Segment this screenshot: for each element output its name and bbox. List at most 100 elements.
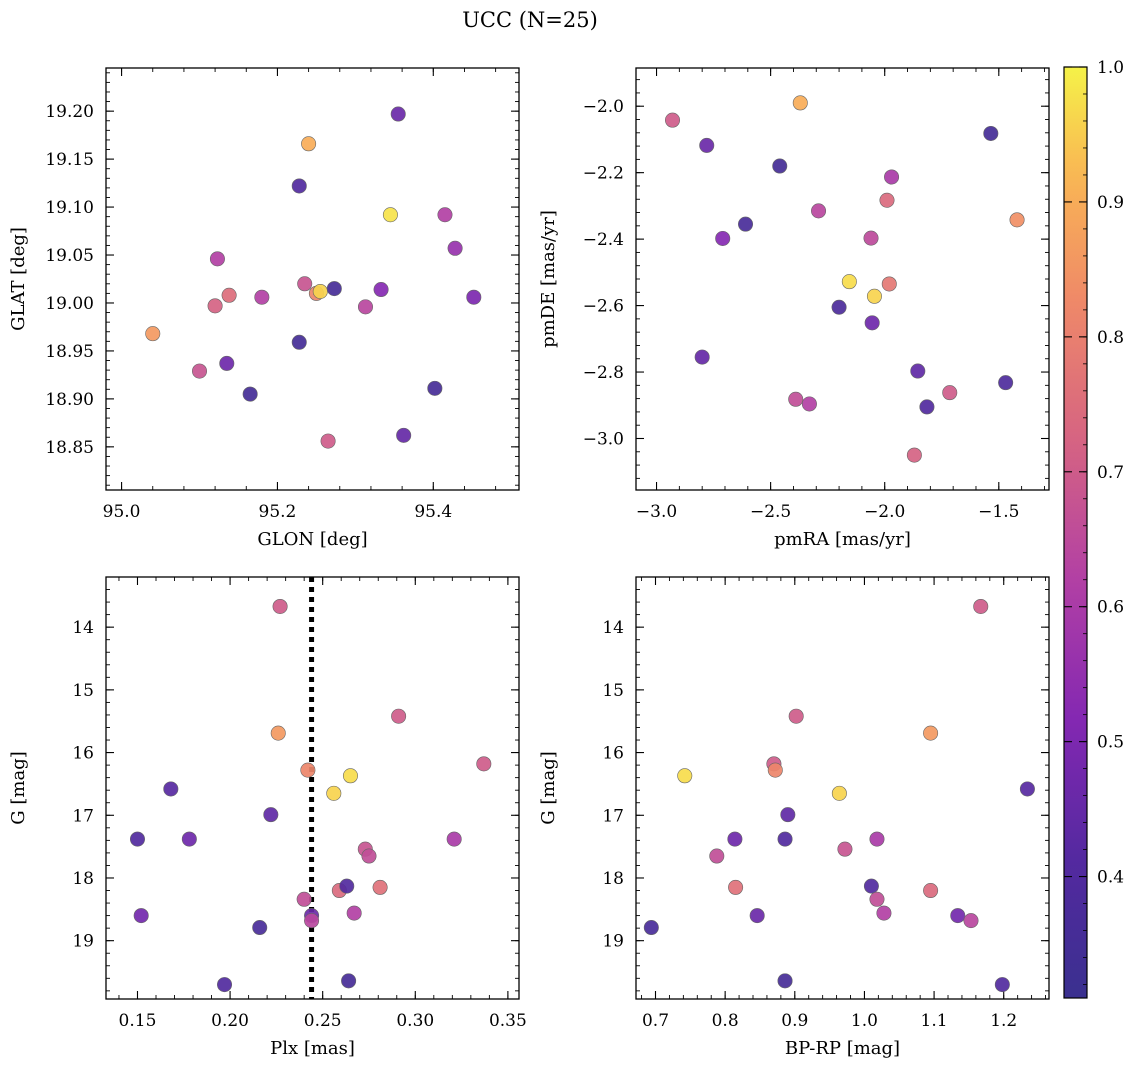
panel-plx-g: 0.15 0.20 0.25 0.30 0.35 14 15 16 17 18 19 Plx [mas…: [8, 576, 527, 1059]
colorbar-tick-label: 0.5: [1097, 733, 1124, 753]
scatter-point: [983, 125, 999, 141]
x-tick-label: 95.4: [414, 502, 452, 522]
scatter-point: [447, 240, 463, 256]
y-tick-label: 18.95: [45, 342, 94, 362]
scatter-point: [788, 708, 804, 724]
scatter-point: [346, 905, 362, 921]
scatter-point: [801, 396, 817, 412]
scatter-point: [207, 298, 223, 314]
scatter-point: [427, 380, 443, 396]
panel-pmra-pmde: −3.0 −2.5 −2.0 −1.5 −3.0 −2.8 −2.6 −2.4 −2.2 −2.0…: [538, 67, 1050, 550]
scatter-point: [923, 883, 939, 899]
scatter-point: [643, 920, 659, 936]
scatter-point: [866, 288, 882, 304]
scatter-point: [777, 831, 793, 847]
scatter-point: [780, 807, 796, 823]
scatter-point: [772, 158, 788, 174]
axis-ticks: 0.7 0.8 0.9 1.0 1.1 1.2 14 15 16 17 18 19: [602, 576, 1049, 1031]
scatter-point: [792, 95, 808, 111]
scatter-point: [879, 192, 895, 208]
scatter-point: [767, 762, 783, 778]
y-axis-label: GLAT [deg]: [8, 227, 29, 331]
scatter-point: [841, 274, 857, 290]
x-tick-label: 0.8: [712, 1011, 739, 1031]
y-tick-label: 14: [602, 618, 624, 638]
panel-bprp-g: 0.7 0.8 0.9 1.0 1.1 1.2 14 15 16 17 18 19 BP-RP [mag…: [538, 576, 1050, 1059]
scatter-point: [728, 879, 744, 895]
colorbar: 0.4 0.5 0.6 0.7 0.8 0.9 1.0: [1063, 58, 1124, 999]
y-tick-label: 18.85: [45, 438, 94, 458]
scatter-point: [252, 920, 268, 936]
scatter-point: [296, 891, 312, 907]
y-tick-label: 19.05: [45, 246, 94, 266]
x-axis-label: Plx [mas]: [270, 1038, 355, 1059]
x-tick-label: 0.9: [781, 1011, 808, 1031]
scatter-point: [326, 281, 342, 297]
scatter-point: [665, 112, 681, 128]
colorbar-tick-label: 0.7: [1097, 463, 1124, 483]
scatter-point: [339, 878, 355, 894]
y-tick-label: 17: [72, 806, 94, 826]
colorbar-gradient: [1063, 66, 1088, 999]
y-tick-label: 16: [72, 744, 94, 764]
scatter-point: [699, 137, 715, 153]
scatter-point: [301, 136, 317, 152]
scatter-point: [466, 289, 482, 305]
scatter-points: [643, 598, 1035, 993]
scatter-point: [864, 315, 880, 331]
colorbar-tick-label: 0.4: [1097, 868, 1124, 888]
colorbar-tick-label: 0.8: [1097, 328, 1124, 348]
y-tick-label: 15: [602, 681, 624, 701]
scatter-point: [869, 891, 885, 907]
y-tick-label: 18.90: [45, 390, 94, 410]
scatter-point: [476, 756, 492, 772]
axes-frame: [635, 576, 1050, 1000]
scatter-point: [1009, 212, 1025, 228]
scatter-point: [263, 807, 279, 823]
scatter-point: [863, 230, 879, 246]
scatter-point: [373, 282, 389, 298]
x-tick-label: −2.0: [864, 502, 905, 522]
scatter-point: [881, 276, 897, 292]
scatter-point: [209, 251, 225, 267]
y-tick-label: 19: [72, 932, 94, 952]
scatter-point: [446, 831, 462, 847]
scatter-point: [357, 299, 373, 315]
x-tick-label: 0.30: [396, 1011, 434, 1031]
scatter-point: [342, 768, 358, 784]
colorbar-tick-label: 0.9: [1097, 193, 1124, 213]
scatter-point: [361, 848, 377, 864]
x-axis-label: BP-RP [mag]: [785, 1038, 900, 1059]
y-tick-label: 14: [72, 618, 94, 638]
scatter-point: [811, 203, 827, 219]
scatter-point: [973, 598, 989, 614]
scatter-point: [837, 841, 853, 857]
scatter-point: [906, 447, 922, 463]
colorbar-tick-label: 0.6: [1097, 598, 1124, 618]
scatter-point: [163, 781, 179, 797]
y-tick-label: −2.8: [583, 363, 624, 383]
scatter-point: [396, 427, 412, 443]
panel-glon-glat: 95.0 95.2 95.4 18.85 18.90 18.95 19.00 19.05 19.…: [8, 67, 520, 550]
y-tick-label: 19.00: [45, 294, 94, 314]
scatter-point: [709, 848, 725, 864]
scatter-point: [831, 785, 847, 801]
y-axis-label: G [mag]: [538, 751, 559, 824]
scatter-point: [391, 708, 407, 724]
colorbar-tick-label: 1.0: [1097, 58, 1124, 78]
axis-ticks: 95.0 95.2 95.4 18.85 18.90 18.95 19.00 19.05 19.…: [45, 68, 519, 522]
figure-title: UCC (N=25): [462, 8, 598, 32]
axes-frame: [635, 67, 1050, 491]
scatter-point: [300, 762, 316, 778]
scatter-point: [884, 169, 900, 185]
y-tick-label: 19.15: [45, 150, 94, 170]
x-tick-label: 1.2: [990, 1011, 1017, 1031]
scatter-points: [145, 106, 482, 449]
axes-frame: [105, 67, 520, 491]
x-tick-label: 95.0: [103, 502, 141, 522]
scatter-point: [831, 299, 847, 315]
x-tick-label: 0.20: [211, 1011, 249, 1031]
scatter-point: [297, 276, 313, 292]
